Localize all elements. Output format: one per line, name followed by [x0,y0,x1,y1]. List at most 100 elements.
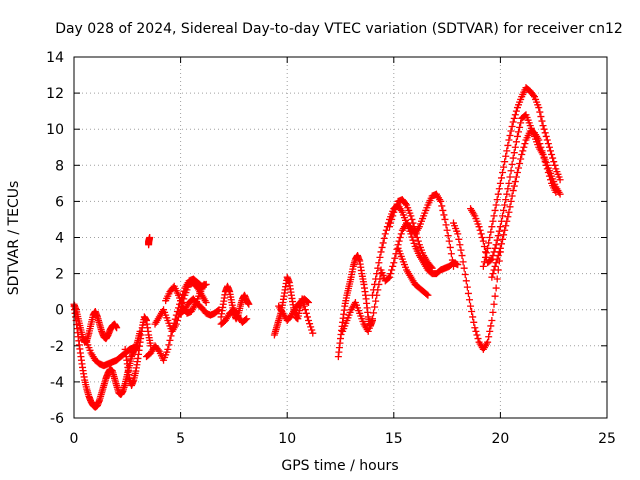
data-point [457,246,465,254]
data-point [384,274,392,282]
series-arc-k [217,306,251,328]
data-point [388,215,396,223]
data-point [409,236,417,244]
data-point [387,270,395,278]
data-point [302,309,310,317]
data-point [411,226,419,234]
data-point [487,322,495,330]
data-point [506,173,514,181]
data-point [454,230,462,238]
data-point [556,176,564,184]
chart-title: Day 028 of 2024, Sidereal Day-to-day VTE… [55,21,623,37]
data-point [377,248,385,256]
data-point [510,149,518,157]
series-arc-w [488,127,560,281]
data-point [537,113,545,121]
data-point [506,203,514,211]
data-point [174,313,182,321]
data-point [492,241,500,249]
data-point [309,329,317,337]
data-point [165,341,173,349]
data-point [496,179,504,187]
data-point [499,169,507,177]
series-arc-v [479,84,564,270]
data-point [378,243,386,251]
data-point [380,234,388,242]
series-arc-m [275,295,313,325]
data-point [459,258,467,266]
data-point [489,308,497,316]
data-point [464,289,472,297]
data-point [544,169,552,177]
data-point [455,235,463,243]
data-point [510,182,518,190]
data-point [243,315,251,323]
y-tick-label: 6 [55,194,64,210]
data-point [507,127,515,135]
data-point [475,223,483,231]
data-point [499,235,507,243]
data-point [113,324,121,332]
data-point [467,302,475,310]
y-tick-label: 2 [55,267,64,283]
series-arc-o [339,270,385,335]
data-point [488,223,496,231]
data-point [490,266,498,274]
data-point [494,232,502,240]
data-point [371,303,379,311]
data-point [409,219,417,227]
data-point [441,215,449,223]
grid [74,57,607,418]
data-point [538,147,546,155]
data-point [410,223,418,231]
data-point [488,317,496,325]
data-point [446,243,454,251]
data-point [540,125,548,133]
data-point [167,332,175,340]
data-point [515,164,523,172]
data-point [510,114,518,122]
data-point [438,202,446,210]
data-point [443,226,451,234]
x-tick-label: 25 [598,431,616,447]
data-point [490,212,498,220]
data-point [402,200,410,208]
data-point [493,275,501,283]
data-point [408,215,416,223]
data-point [367,318,375,326]
data-point [370,309,378,317]
data-point [493,255,501,263]
x-tick-label: 10 [278,431,296,447]
data-point [501,158,509,166]
data-point [536,140,544,148]
data-point [437,197,445,205]
data-point [173,317,181,325]
data-point [503,147,511,155]
data-point [509,154,517,162]
data-point [492,201,500,209]
data-point [499,212,507,220]
y-tick-label: 12 [46,86,64,102]
data-point [547,147,555,155]
data-point [368,291,376,299]
data-point [366,321,374,329]
data-point [303,298,311,306]
y-tick-label: -6 [50,411,64,427]
data-point [513,169,521,177]
data-point [473,331,481,339]
data-point [447,250,455,258]
data-point [470,318,478,326]
data-point [493,236,501,244]
data-point [477,230,485,238]
data-point [172,320,180,328]
data-point [388,266,396,274]
data-point [300,302,308,310]
data-point [492,259,500,267]
x-tick-label: 15 [385,431,403,447]
data-point [496,223,504,231]
data-point [484,338,492,346]
data-point [485,333,493,341]
data-point [511,178,519,186]
series-arc-r [386,196,436,272]
data-point [445,237,453,245]
